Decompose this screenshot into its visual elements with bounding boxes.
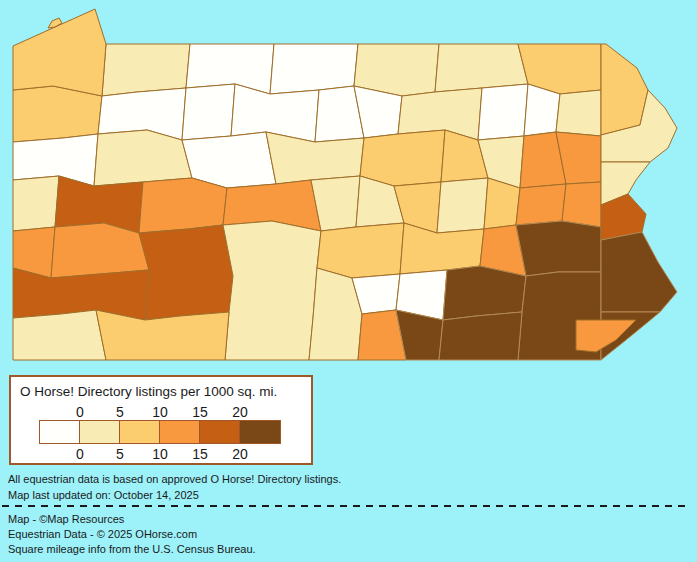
legend-swatch-sienna bbox=[200, 421, 240, 443]
county-snyder bbox=[437, 178, 488, 233]
credit-data: Equestrian Data - © 2025 OHorse.com bbox=[8, 528, 197, 540]
county-schuylkill bbox=[516, 184, 566, 225]
legend-tick-label: 0 bbox=[60, 404, 100, 420]
county-warren bbox=[102, 44, 190, 96]
county-wyoming bbox=[524, 84, 560, 136]
county-armstrong bbox=[139, 178, 227, 233]
county-huntingdon bbox=[317, 223, 404, 278]
legend-swatch-cream bbox=[80, 421, 120, 443]
credit-census: Square mileage info from the U.S. Census… bbox=[8, 543, 256, 555]
legend-tick-label: 5 bbox=[100, 446, 140, 462]
county-westmoreland bbox=[139, 225, 233, 320]
county-carbon bbox=[562, 182, 601, 227]
legend-tick-label: 10 bbox=[140, 404, 180, 420]
county-potter bbox=[270, 44, 358, 94]
dashed-divider bbox=[2, 505, 689, 507]
county-forest bbox=[182, 84, 235, 140]
county-lackawanna bbox=[556, 90, 601, 136]
legend-swatch-brown bbox=[240, 421, 280, 443]
legend-color-bar bbox=[39, 420, 281, 444]
legend-tick-label: 5 bbox=[100, 404, 140, 420]
county-lawrence bbox=[13, 176, 59, 231]
legend-swatch-white bbox=[40, 421, 80, 443]
county-clarion bbox=[94, 130, 192, 186]
legend-swatch-orange bbox=[160, 421, 200, 443]
county-berks bbox=[516, 221, 601, 276]
county-lebanon bbox=[443, 266, 526, 320]
page: { "background_color": "#9DF1F9", "text_c… bbox=[0, 0, 697, 562]
county-bucks bbox=[601, 232, 677, 312]
legend-swatch-gold bbox=[120, 421, 160, 443]
county-centre bbox=[360, 130, 445, 186]
footer-note-1: All equestrian data is based on approved… bbox=[8, 473, 341, 485]
credit-map: Map - ©Map Resources bbox=[8, 513, 124, 525]
county-somerset bbox=[223, 221, 321, 360]
legend-tick-label: 15 bbox=[180, 446, 220, 462]
county-sullivan bbox=[478, 84, 528, 140]
legend-tick-label: 20 bbox=[220, 446, 260, 462]
legend-title: O Horse! Directory listings per 1000 sq.… bbox=[20, 384, 277, 399]
legend-tick-label: 15 bbox=[180, 404, 220, 420]
footer-note-2: Map last updated on: October 14, 2025 bbox=[8, 489, 199, 501]
county-greene bbox=[13, 310, 106, 360]
legend-tick-label: 20 bbox=[220, 404, 260, 420]
county-fayette bbox=[96, 310, 229, 360]
county-crawford bbox=[13, 86, 102, 142]
county-allegheny bbox=[51, 223, 149, 278]
county-york bbox=[439, 312, 522, 360]
legend-tick-label: 0 bbox=[60, 446, 100, 462]
legend-tick-label: 10 bbox=[140, 446, 180, 462]
